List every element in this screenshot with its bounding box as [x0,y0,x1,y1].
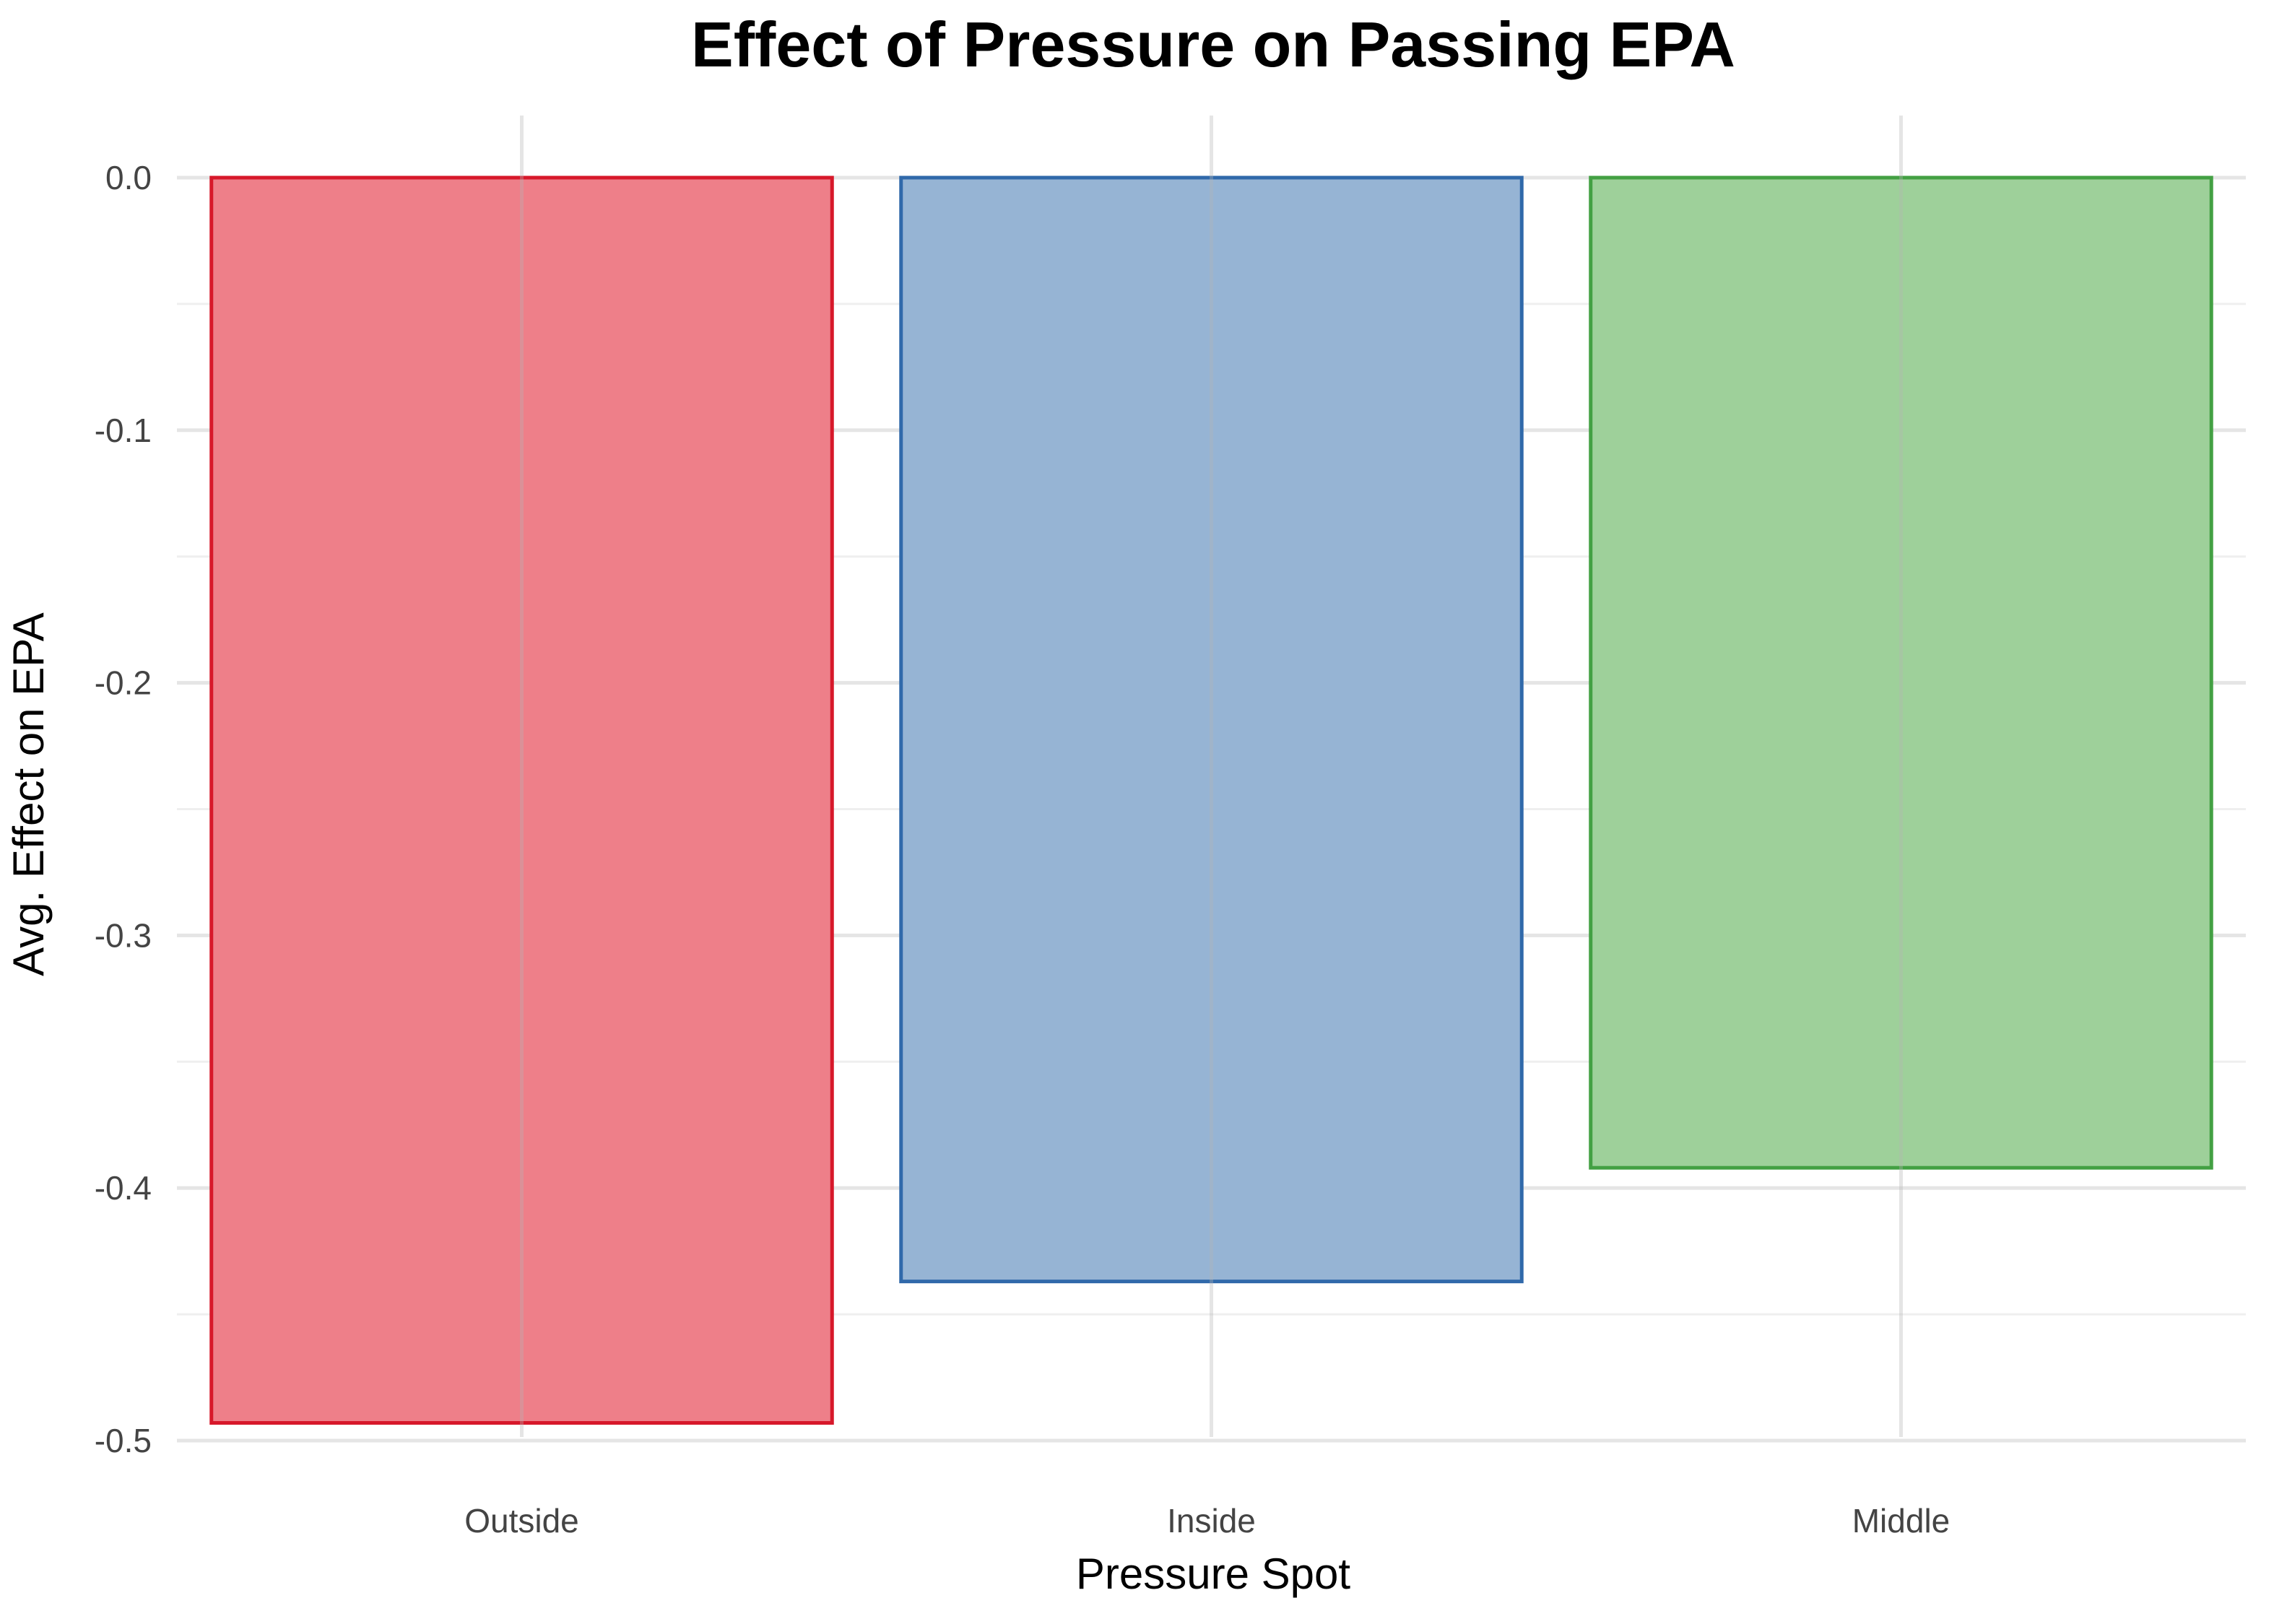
x-tick-labels: Outside Inside Middle [464,1502,1950,1540]
y-tick-label: -0.4 [95,1169,152,1207]
x-axis-title: Pressure Spot [1076,1550,1351,1598]
chart-title: Effect of Pressure on Passing EPA [691,9,1735,80]
bar-middle [1589,175,2213,1170]
vertical-grid [520,116,1903,1437]
y-tick-label: -0.3 [95,916,152,954]
x-tick-label: Outside [464,1502,579,1540]
y-tick-label: 0.0 [105,159,152,196]
x-tick-label: Inside [1167,1502,1256,1540]
y-tick-label: -0.1 [95,412,152,449]
y-tick-label: -0.5 [95,1422,152,1459]
bar-outside [209,175,834,1425]
y-tick-labels: 0.0 -0.1 -0.2 -0.3 -0.4 -0.5 [95,159,152,1459]
x-tick-label: Middle [1852,1502,1950,1540]
bars [209,175,2213,1425]
bar-inside [899,175,1524,1284]
y-tick-label: -0.2 [95,664,152,702]
y-axis-title: Avg. Effect on EPA [4,612,53,976]
